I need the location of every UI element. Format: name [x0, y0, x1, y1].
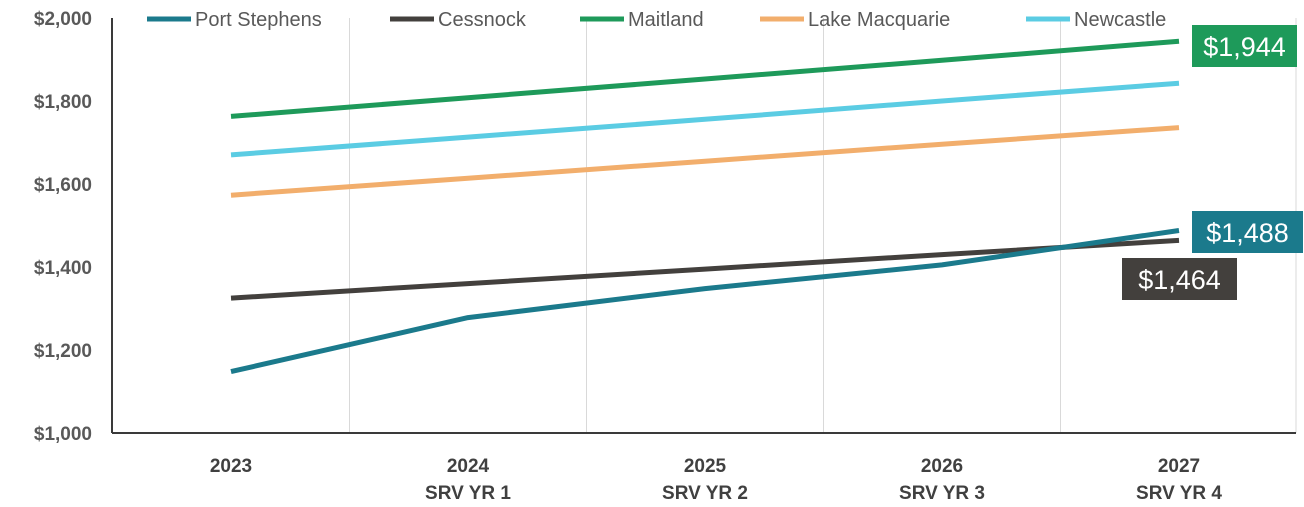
y-tick-label: $1,000 — [34, 424, 92, 445]
x-tick-label: 2025 — [684, 456, 727, 477]
legend-label: Lake Macquarie — [808, 9, 950, 31]
series-line-maitland — [230, 38, 1180, 119]
x-tick-label: 2024 — [447, 456, 490, 477]
y-tick-label: $2,000 — [34, 9, 92, 30]
gridlines — [349, 18, 1297, 433]
x-tick-labels: 2023 2024 SRV YR 1 2025 SRV YR 2 2026 SRV YR 3… — [210, 456, 1223, 504]
x-tick-sublabel: SRV YR 3 — [899, 483, 985, 504]
x-tick-sublabel: SRV YR 2 — [662, 483, 748, 504]
value-callout: $1,464 — [1122, 258, 1237, 300]
legend: Port Stephens Cessnock Maitland Lake Macqua… — [147, 9, 1166, 31]
y-tick-labels: $1,000 $1,200 $1,400 $1,600 $1,800 $2,000 — [34, 9, 92, 445]
callout-label: $1,464 — [1138, 265, 1221, 295]
y-tick-label: $1,800 — [34, 92, 92, 113]
series-line-cessnock — [230, 237, 1180, 301]
x-tick-sublabel: SRV YR 1 — [425, 483, 511, 504]
y-tick-label: $1,200 — [34, 341, 92, 362]
legend-label: Cessnock — [438, 9, 527, 31]
value-callout: $1,488 — [1192, 211, 1303, 253]
callout-background — [1192, 25, 1297, 67]
y-tick-label: $1,600 — [34, 175, 92, 196]
series-line-newcastle — [230, 80, 1180, 158]
x-tick-label: 2026 — [921, 456, 963, 477]
value-callout: $1,944 — [1192, 25, 1297, 67]
series-line-port-stephens — [230, 228, 1180, 375]
legend-label: Maitland — [628, 9, 704, 31]
series-lines — [230, 38, 1180, 375]
callout-label: $1,944 — [1203, 32, 1286, 62]
callout-label: $1,488 — [1206, 218, 1289, 248]
axes — [111, 18, 1296, 434]
x-tick-label: 2023 — [210, 456, 252, 477]
callout-background — [1122, 258, 1237, 300]
callouts: $1,944 $1,488 $1,464 — [1122, 25, 1303, 300]
callout-background — [1192, 211, 1303, 253]
legend-label: Newcastle — [1074, 9, 1166, 31]
x-tick-sublabel: SRV YR 4 — [1136, 483, 1222, 504]
y-tick-label: $1,400 — [34, 258, 92, 279]
series-line-lake-macquarie — [230, 125, 1180, 198]
legend-label: Port Stephens — [195, 9, 322, 31]
x-tick-label: 2027 — [1158, 456, 1200, 477]
